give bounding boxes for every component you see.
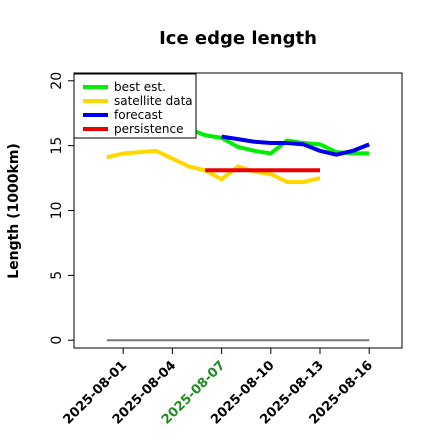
y-axis-label: Length (1000km) [6, 143, 22, 279]
legend-label: best est. [114, 80, 166, 94]
legend-label: persistence [114, 122, 183, 136]
legend-label: forecast [114, 108, 163, 122]
y-tick-label: 20 [49, 72, 65, 90]
series-line-satellite-data [106, 148, 321, 184]
series-line-forecast [221, 134, 370, 157]
y-tick-label: 15 [49, 137, 65, 155]
y-tick-label: 5 [49, 271, 65, 280]
y-tick-label: 10 [49, 202, 65, 220]
chart-title: Ice edge length [159, 28, 317, 49]
y-tick-label: 0 [49, 336, 65, 345]
legend: best est.satellite dataforecastpersisten… [73, 73, 197, 139]
legend-label: satellite data [114, 94, 193, 108]
series-layer [106, 126, 370, 342]
